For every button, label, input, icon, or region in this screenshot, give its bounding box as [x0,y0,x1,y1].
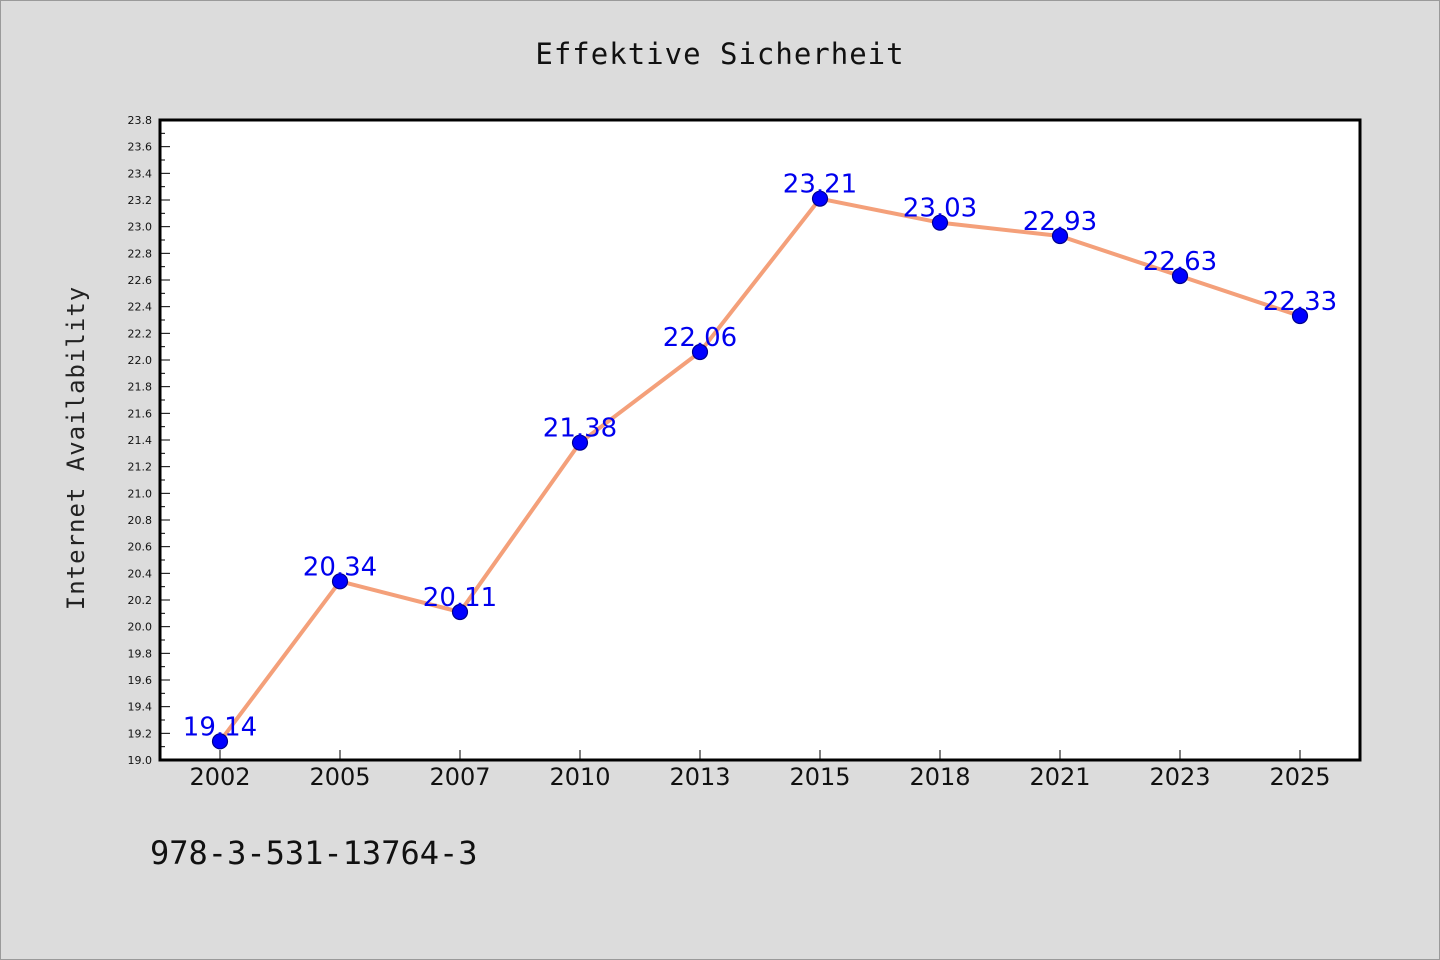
y-tick-label: 21.4 [128,434,153,447]
chart-title: Effektive Sicherheit [535,37,904,71]
y-tick-label: 21.6 [128,407,153,420]
x-tick-label: 2010 [549,763,610,791]
x-tick-label: 2025 [1269,763,1330,791]
data-label: 22.93 [1023,207,1097,237]
y-tick-label: 23.6 [128,141,153,154]
data-labels: 19.14 20.34 20.11 21.38 22.06 23.21 23.03 22.93… [183,170,1337,743]
y-tick-label: 21.2 [128,461,153,474]
y-tick-label: 22.2 [128,327,153,340]
data-label: 20.34 [303,552,377,582]
y-tick-label: 22.8 [128,247,153,260]
data-point [811,190,829,207]
x-tick-label: 2015 [789,763,850,791]
y-tick-label: 22.4 [128,301,153,314]
y-tick-label: 20.4 [128,567,153,580]
x-tick-label: 2023 [1149,763,1210,791]
y-tick-label: 20.2 [128,594,153,607]
y-tick-label: 23.8 [128,114,153,127]
y-tick-label: 21.8 [128,381,153,394]
data-markers [211,190,1309,750]
data-point [331,573,349,590]
y-tick-label: 19.0 [128,754,153,767]
y-tick-label: 19.8 [128,647,153,660]
plot-border [158,118,1362,762]
x-tick-label: 2007 [429,763,490,791]
y-tick-label: 19.4 [128,701,153,714]
data-point [451,603,469,621]
y-tick-label: 21.0 [128,487,153,500]
y-tick-label: 23.0 [128,221,153,234]
series-line [218,196,1301,743]
x-tick-label: 2002 [189,763,250,791]
data-point [1291,307,1309,325]
isbn-footer: 978-3-531-13764-3 [150,834,478,872]
x-tick-label: 2013 [669,763,730,791]
data-label: 22.06 [663,323,737,353]
data-label: 20.11 [423,583,497,613]
data-point [931,214,949,231]
data-point [211,733,229,750]
x-tick-label: 2018 [909,763,970,791]
y-tick-label: 20.0 [128,621,153,634]
data-point [1051,227,1069,245]
data-label: 23.03 [903,194,977,224]
x-tick-label: 2021 [1029,763,1090,791]
data-label: 23.21 [783,170,857,200]
x-axis: 2002 2005 2007 2010 2013 2015 2018 2021 2023 2025 [189,750,1331,791]
plot-area [160,120,1360,760]
y-tick-label: 22.0 [128,354,153,367]
y-axis: 19.0 19.2 19.4 19.6 19.8 20.0 20.2 20.4 20.6 20.8… [128,114,170,767]
data-point [1171,267,1189,285]
data-point [571,434,589,451]
data-label: 22.33 [1263,287,1337,317]
y-tick-label: 22.6 [128,274,153,287]
y-tick-label: 23.4 [128,167,153,180]
data-label: 22.63 [1143,247,1217,277]
data-label: 21.38 [543,414,617,444]
y-tick-label: 20.6 [128,541,153,554]
data-label: 19.14 [183,712,257,742]
x-tick-label: 2005 [309,763,370,791]
y-tick-label: 23.2 [128,194,153,207]
y-tick-label: 19.2 [128,727,153,740]
y-tick-label: 20.8 [128,514,153,527]
y-tick-label: 19.6 [128,674,153,687]
y-axis-label: Internet Availability [62,286,90,610]
data-point [691,343,709,361]
